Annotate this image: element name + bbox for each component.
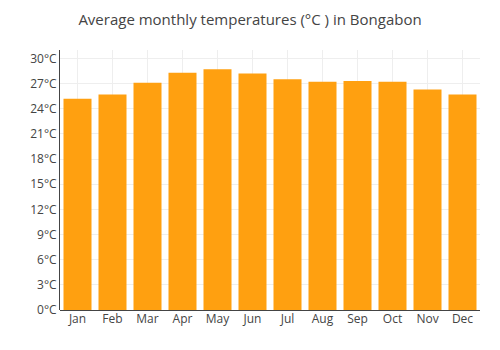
svg-text:Feb: Feb [102, 310, 122, 327]
svg-text:0°C: 0°C [37, 301, 57, 318]
svg-text:Apr: Apr [173, 310, 193, 327]
svg-text:24°C: 24°C [30, 100, 57, 117]
svg-text:Jun: Jun [243, 310, 262, 327]
svg-text:May: May [206, 310, 230, 327]
svg-text:Oct: Oct [383, 310, 402, 327]
svg-text:Dec: Dec [452, 310, 473, 327]
svg-text:3°C: 3°C [37, 276, 57, 293]
svg-text:Mar: Mar [136, 310, 158, 327]
svg-text:30°C: 30°C [30, 50, 57, 67]
svg-text:Aug: Aug [312, 310, 334, 327]
svg-text:Jul: Jul [280, 310, 295, 327]
svg-text:9°C: 9°C [37, 226, 57, 243]
svg-text:18°C: 18°C [30, 150, 57, 167]
svg-text:Jan: Jan [68, 310, 86, 327]
svg-text:Sep: Sep [347, 310, 368, 327]
svg-text:21°C: 21°C [30, 125, 57, 142]
svg-text:27°C: 27°C [30, 75, 57, 92]
svg-text:12°C: 12°C [30, 201, 57, 218]
svg-text:15°C: 15°C [30, 175, 57, 192]
svg-text:Average monthly temperatures (: Average monthly temperatures (°C ) in Bo… [78, 9, 421, 29]
svg-text:Nov: Nov [416, 310, 438, 327]
svg-text:6°C: 6°C [37, 251, 57, 268]
